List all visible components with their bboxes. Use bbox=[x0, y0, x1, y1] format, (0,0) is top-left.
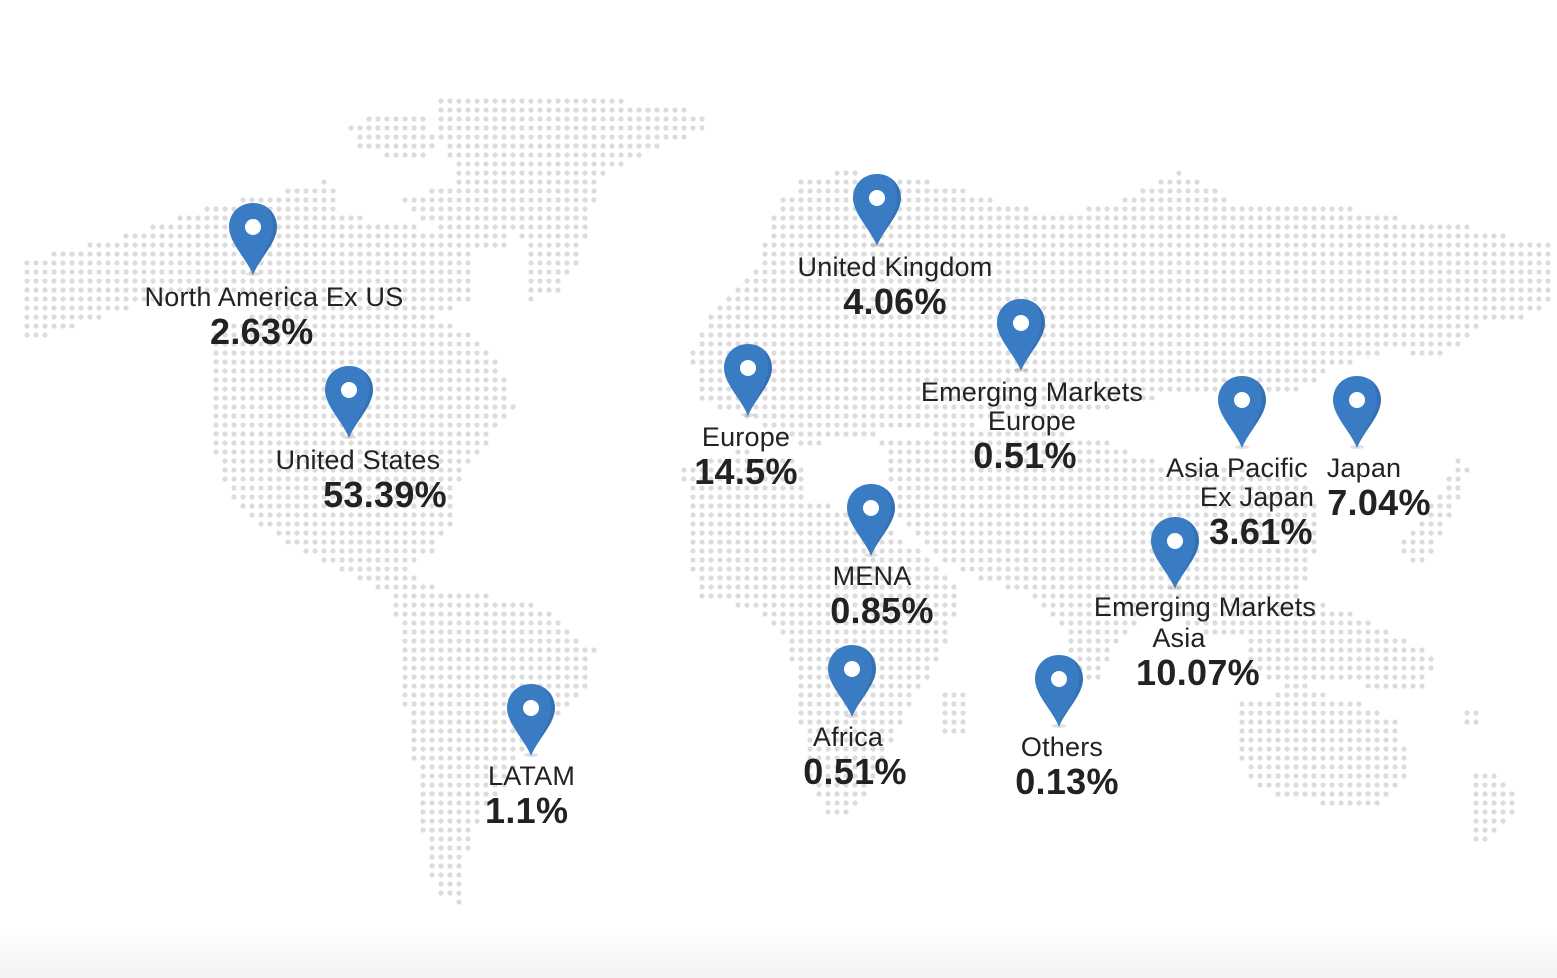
region-name: Africa bbox=[812, 722, 884, 752]
region-label-emerging-markets-asia: Emerging Markets Asia 10.07% bbox=[1082, 593, 1328, 693]
region-label-japan: Japan 7.04% bbox=[1321, 454, 1437, 523]
location-pin-icon-africa[interactable] bbox=[826, 643, 878, 719]
region-label-latam: LATAM 1.1% bbox=[485, 762, 585, 831]
region-label-north-america-ex-us: North America Ex US 2.63% bbox=[134, 283, 414, 352]
region-label-asia-pacific-ex-japan: Asia Pacific Ex Japan 3.61% bbox=[1157, 454, 1317, 552]
region-label-africa: Africa 0.51% bbox=[798, 723, 912, 792]
location-pin-icon-emerging-markets-asia[interactable] bbox=[1149, 515, 1201, 591]
region-name-line1: Emerging Markets bbox=[920, 377, 1144, 407]
location-pin-icon-latam[interactable] bbox=[505, 682, 557, 758]
region-label-united-states: United States 53.39% bbox=[267, 446, 449, 515]
region-label-united-kingdom: United Kingdom 4.06% bbox=[786, 253, 1004, 322]
region-label-mena: MENA 0.85% bbox=[820, 562, 944, 631]
location-pin-icon-north-america-ex-us[interactable] bbox=[227, 201, 279, 277]
region-percentage: 10.07% bbox=[1136, 652, 1260, 693]
region-name-line2: Europe bbox=[987, 406, 1077, 436]
location-pin-icon-asia-pacific-ex-japan[interactable] bbox=[1216, 374, 1268, 450]
location-pin-icon-emerging-markets-europe[interactable] bbox=[995, 297, 1047, 373]
region-name-line1: Asia Pacific bbox=[1166, 453, 1308, 483]
region-percentage: 0.51% bbox=[803, 751, 907, 792]
location-pin-icon-united-kingdom[interactable] bbox=[851, 172, 903, 248]
location-pin-icon-japan[interactable] bbox=[1331, 374, 1383, 450]
region-label-europe: Europe 14.5% bbox=[687, 423, 805, 492]
region-label-emerging-markets-europe: Emerging Markets Europe 0.51% bbox=[909, 378, 1155, 476]
region-name: Others bbox=[1020, 732, 1104, 762]
region-name: Japan bbox=[1326, 453, 1402, 483]
location-pin-icon-europe[interactable] bbox=[722, 342, 774, 418]
region-name-line2: Asia bbox=[1152, 623, 1206, 653]
region-percentage: 7.04% bbox=[1327, 482, 1431, 523]
region-name: United Kingdom bbox=[797, 252, 993, 282]
location-pin-icon-mena[interactable] bbox=[845, 482, 897, 558]
region-percentage: 4.06% bbox=[843, 281, 947, 322]
region-name: Europe bbox=[701, 422, 791, 452]
region-name: LATAM bbox=[488, 761, 576, 791]
region-percentage: 2.63% bbox=[210, 311, 314, 352]
region-name-line2: Ex Japan bbox=[1199, 482, 1315, 512]
region-name: United States bbox=[275, 445, 441, 475]
region-percentage: 0.13% bbox=[1015, 761, 1119, 802]
region-label-others: Others 0.13% bbox=[1012, 733, 1122, 802]
region-name: MENA bbox=[832, 561, 912, 591]
region-percentage: 14.5% bbox=[694, 451, 798, 492]
region-percentage: 53.39% bbox=[323, 474, 447, 515]
region-percentage: 0.51% bbox=[973, 435, 1077, 476]
region-percentage: 0.85% bbox=[830, 590, 934, 631]
region-percentage: 1.1% bbox=[485, 790, 569, 831]
location-pin-icon-united-states[interactable] bbox=[323, 364, 375, 440]
location-pin-icon-others[interactable] bbox=[1033, 653, 1085, 729]
region-name-line1: Emerging Markets bbox=[1093, 592, 1317, 622]
region-name: North America Ex US bbox=[144, 282, 404, 312]
region-percentage: 3.61% bbox=[1209, 511, 1313, 552]
